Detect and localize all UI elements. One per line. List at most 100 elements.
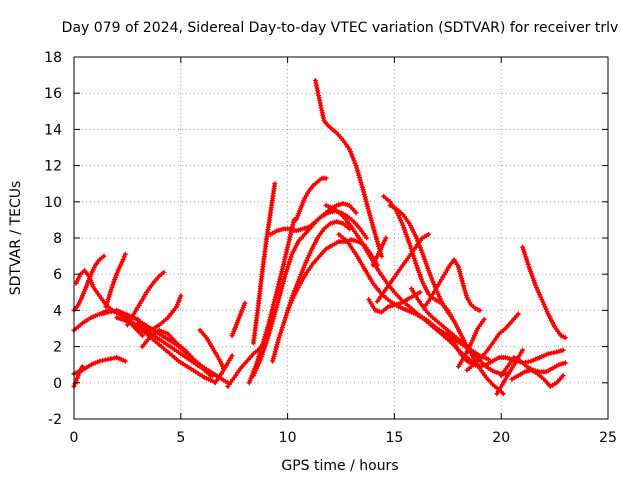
- data-point-marker: [562, 335, 568, 341]
- data-point-marker: [247, 378, 253, 383]
- data-point-marker: [161, 269, 167, 275]
- data-point-marker: [276, 335, 282, 341]
- data-point-marker: [257, 351, 263, 357]
- data-point-marker: [353, 163, 359, 169]
- data-point-marker: [261, 336, 267, 342]
- data-point-marker: [258, 346, 264, 352]
- data-point-marker: [270, 358, 276, 364]
- data-point-marker: [279, 327, 284, 333]
- data-point-marker: [276, 281, 282, 287]
- data-point-marker: [358, 180, 364, 185]
- data-point-marker: [284, 266, 290, 272]
- series-arc-15: [229, 300, 248, 339]
- data-point-marker: [263, 332, 268, 337]
- data-point-marker: [287, 259, 292, 265]
- data-point-marker: [80, 364, 85, 369]
- series-arc-38: [498, 355, 568, 379]
- data-point-marker: [278, 330, 284, 336]
- series-arc-36: [464, 311, 521, 373]
- x-tick-label: 10: [279, 430, 297, 446]
- data-point-marker: [108, 287, 114, 293]
- series-arc-32: [409, 286, 511, 377]
- data-point-marker: [536, 289, 542, 295]
- data-point-marker: [268, 312, 274, 318]
- data-point-marker: [271, 314, 277, 320]
- y-tick-label: 18: [44, 50, 62, 66]
- data-point-marker: [281, 278, 286, 284]
- data-point-marker: [451, 318, 457, 324]
- data-point-marker: [289, 298, 295, 304]
- x-tick-label: 5: [176, 430, 185, 446]
- data-point-marker: [362, 194, 368, 200]
- data-point-marker: [255, 356, 261, 362]
- data-point-marker: [521, 249, 527, 255]
- data-point-marker: [274, 286, 280, 292]
- y-tick-label: 4: [53, 303, 62, 319]
- y-tick-label: 14: [44, 122, 62, 138]
- data-point-marker: [461, 283, 466, 289]
- data-point-marker: [287, 256, 293, 262]
- data-point-marker: [106, 294, 112, 300]
- data-point-marker: [374, 236, 380, 242]
- data-point-marker: [463, 290, 469, 296]
- data-point-marker: [301, 265, 307, 270]
- data-point-marker: [408, 245, 414, 251]
- data-point-marker: [406, 240, 412, 246]
- x-axis-label: GPS time / hours: [281, 458, 398, 474]
- data-point-marker: [306, 253, 312, 258]
- data-point-marker: [399, 220, 405, 226]
- data-point-marker: [139, 333, 145, 339]
- data-point-marker: [279, 325, 285, 331]
- y-tick-label: -2: [48, 412, 62, 428]
- data-point-marker: [520, 244, 526, 250]
- data-point-marker: [285, 264, 291, 270]
- data-point-marker: [272, 294, 278, 300]
- x-tick-label: 15: [385, 430, 403, 446]
- data-point-marker: [208, 373, 214, 379]
- data-point-marker: [260, 339, 266, 345]
- data-point-marker: [355, 170, 361, 176]
- series-arc-11: [135, 293, 184, 333]
- data-point-marker: [396, 213, 402, 219]
- data-point-marker: [256, 354, 262, 360]
- series-arc-06: [103, 251, 128, 310]
- y-tick-label: 10: [44, 195, 62, 211]
- data-point-marker: [277, 332, 283, 338]
- series-line: [520, 245, 567, 340]
- data-point-marker: [283, 312, 289, 318]
- data-point-marker: [283, 269, 289, 275]
- data-point-marker: [121, 254, 127, 260]
- data-point-marker: [264, 327, 270, 333]
- data-point-marker: [460, 280, 466, 286]
- data-point-marker: [354, 165, 360, 171]
- data-point-marker: [522, 252, 528, 257]
- data-point-marker: [374, 239, 380, 245]
- data-point-marker: [253, 364, 259, 369]
- data-point-marker: [469, 338, 475, 344]
- data-point-marker: [75, 373, 81, 379]
- data-point-marker: [263, 329, 269, 335]
- data-point-marker: [409, 248, 415, 254]
- data-point-marker: [357, 175, 362, 181]
- x-tick-label: 25: [599, 430, 617, 446]
- data-point-marker: [372, 231, 378, 237]
- data-point-marker: [271, 299, 277, 305]
- data-point-marker: [111, 279, 117, 285]
- data-point-marker: [461, 285, 467, 291]
- data-point-marker: [473, 330, 479, 336]
- data-point-marker: [523, 254, 529, 260]
- series-arc-09: [124, 316, 216, 384]
- data-point-marker: [524, 259, 530, 265]
- data-point-marker: [286, 261, 292, 267]
- data-point-marker: [282, 317, 288, 323]
- data-point-marker: [365, 206, 371, 211]
- data-point-marker: [415, 238, 421, 244]
- data-point-marker: [520, 347, 526, 353]
- data-point-marker: [426, 231, 432, 237]
- data-point-marker: [122, 358, 128, 364]
- data-point-marker: [361, 189, 367, 195]
- data-point-marker: [417, 289, 423, 295]
- data-point-marker: [272, 181, 278, 187]
- data-point-marker: [120, 257, 126, 263]
